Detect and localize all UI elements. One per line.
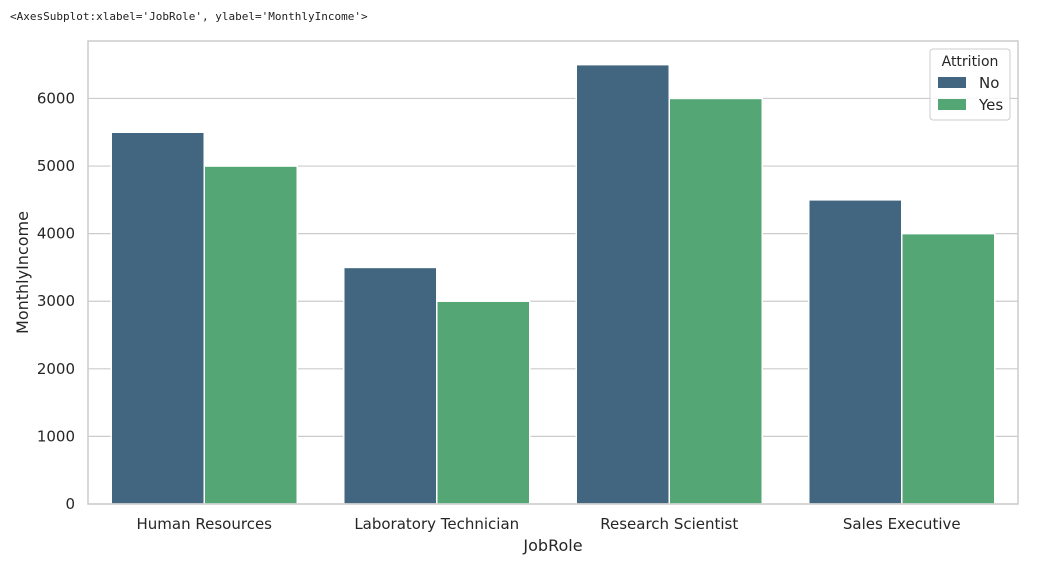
y-tick-labels: 0 1000 2000 3000 4000 5000 6000 [37, 89, 75, 513]
bar-no-3 [808, 199, 903, 505]
bar-yes-0 [203, 165, 298, 505]
y-tick-label: 0 [65, 495, 75, 513]
legend-label-yes: Yes [978, 96, 1003, 114]
bar-yes-3 [901, 232, 996, 505]
x-axis-label: JobRole [522, 536, 582, 555]
x-tick-labels: Human Resources Laboratory Technician Rese… [137, 515, 961, 533]
legend-swatch-yes [938, 99, 966, 110]
y-axis-label: MonthlyIncome [13, 211, 32, 334]
x-tick-label: Research Scientist [600, 515, 738, 533]
y-tick-label: 5000 [37, 157, 75, 175]
y-tick-label: 4000 [37, 225, 75, 243]
bars [110, 63, 996, 505]
y-tick-label: 1000 [37, 427, 75, 445]
legend: Attrition No Yes [929, 48, 1011, 121]
legend-swatch-no [938, 77, 966, 88]
y-tick-label: 3000 [37, 292, 75, 310]
y-tick-label: 6000 [37, 89, 75, 107]
axes-repr-text: <AxesSubplot:xlabel='JobRole', ylabel='M… [10, 10, 368, 23]
legend-label-no: No [979, 74, 999, 92]
bar-no-2 [575, 63, 670, 505]
bar-yes-1 [436, 300, 531, 505]
bar-no-0 [110, 131, 205, 505]
legend-title: Attrition [942, 54, 999, 70]
plot-frame [87, 40, 1019, 505]
y-tick-label: 2000 [37, 360, 75, 378]
bar-yes-2 [668, 97, 763, 505]
x-tick-label: Sales Executive [843, 515, 961, 533]
bar-no-1 [343, 266, 438, 505]
x-tick-label: Human Resources [137, 515, 273, 533]
x-tick-label: Laboratory Technician [354, 515, 519, 533]
